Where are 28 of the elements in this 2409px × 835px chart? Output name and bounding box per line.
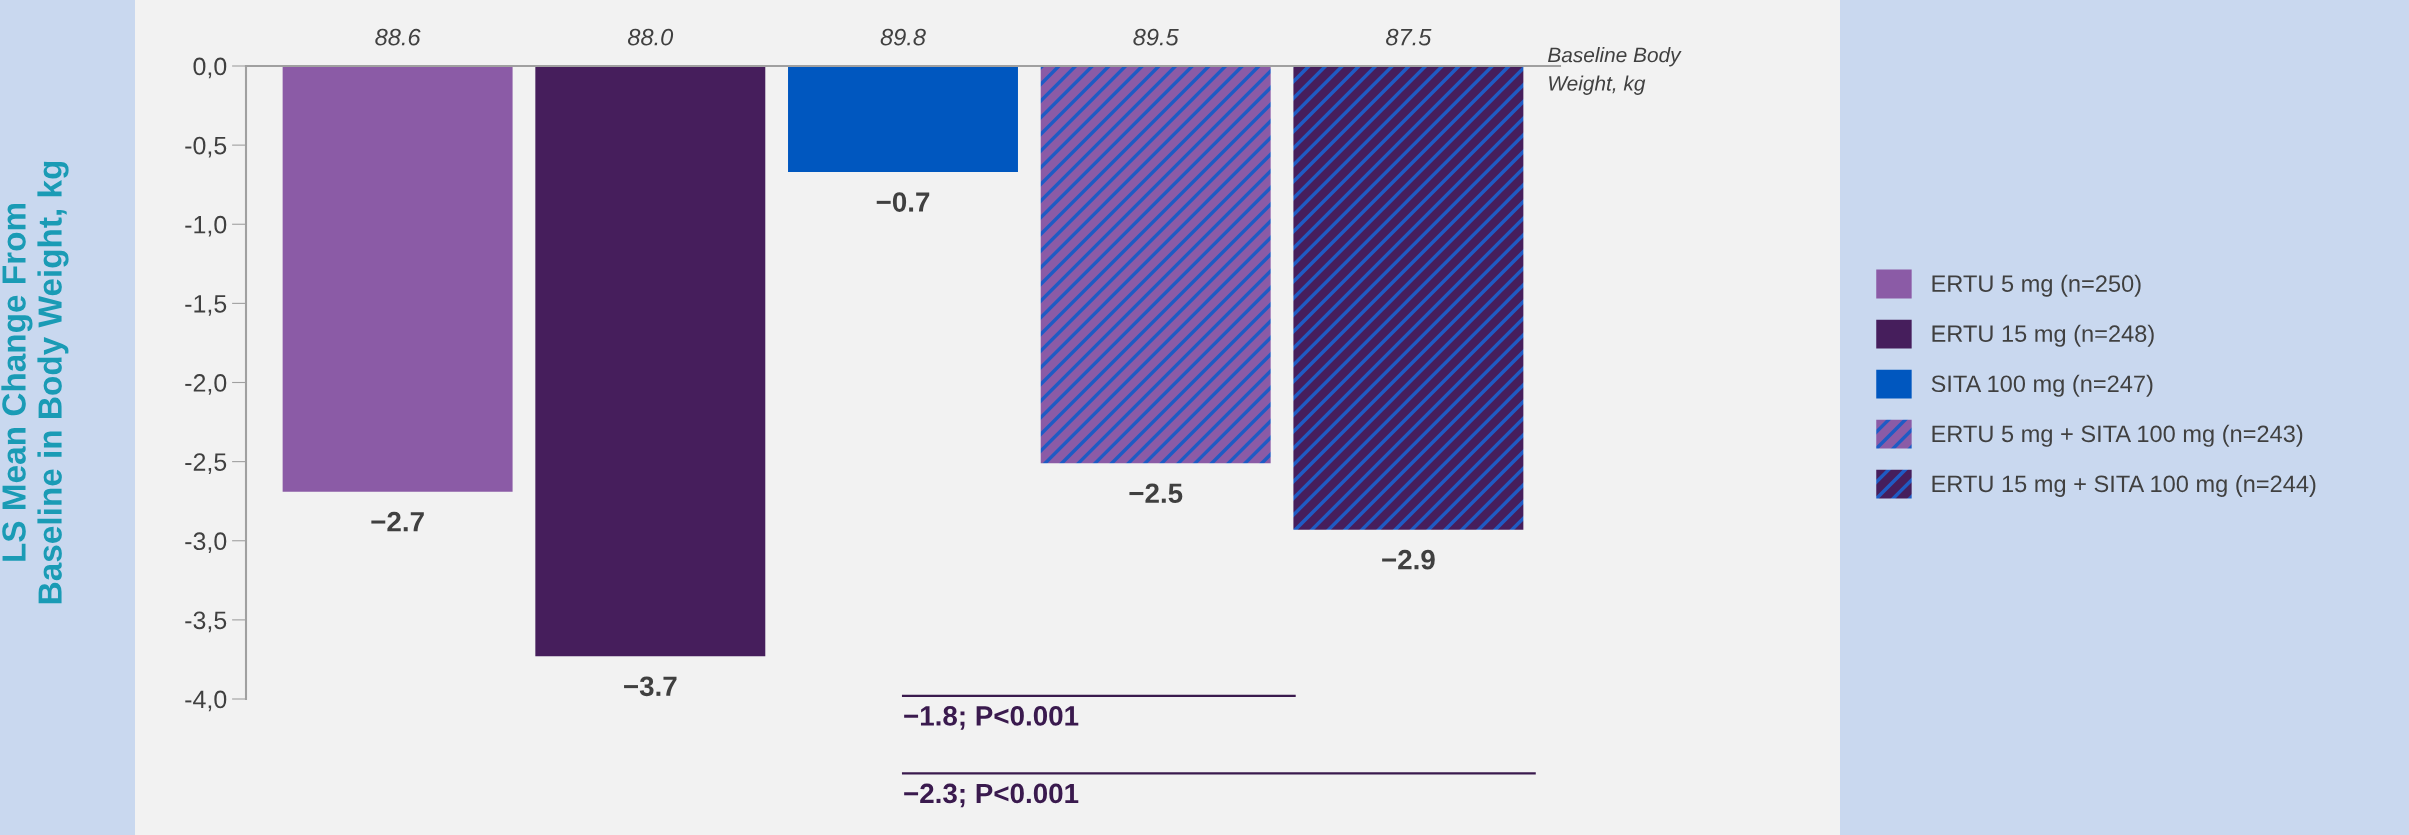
annotation: Baseline Body Weight, kg (1548, 47, 1682, 95)
data-label: −3.7 (624, 676, 677, 697)
legend-label: ERTU 15 mg + SITA 100 mg (n=244) (1932, 474, 2316, 497)
y-tick-label: -2,0 (185, 374, 227, 395)
text: 89.8 (880, 28, 926, 46)
text: −2.3; P<0.001 (904, 783, 1079, 808)
data-label: −2.7 (371, 511, 424, 532)
y-tick-label: -0,5 (185, 136, 227, 158)
text: 88.0 (627, 28, 674, 46)
y-tick-label: -1,0 (185, 215, 227, 237)
legend-label: ERTU 5 mg (n=250) (1932, 274, 2141, 297)
y-tick-label: -1,5 (185, 295, 227, 316)
y-axis-title: LS Mean Change From Baseline in Body Weight, kg (1, 161, 69, 604)
y-tick-label: -3,0 (185, 532, 227, 554)
y-tick-label: 0,0 (193, 57, 227, 79)
text: 88.6 (375, 28, 421, 46)
text: −1.8; P<0.001 (904, 706, 1079, 730)
text: 87.5 (1386, 28, 1432, 46)
legend-label: ERTU 15 mg (n=248) (1932, 324, 2154, 347)
y-tick-label: -4,0 (185, 690, 227, 712)
text: 89.5 (1133, 28, 1179, 46)
legend-label: SITA 100 mg (n=247) (1931, 374, 2153, 397)
y-tick-label: -2,5 (185, 453, 227, 474)
data-label: −2.5 (1129, 483, 1183, 504)
y-tick-label: -3,5 (185, 611, 227, 633)
legend-label: ERTU 5 mg + SITA 100 mg (n=243) (1932, 424, 2303, 447)
data-label: −0.7 (876, 192, 930, 212)
data-label: −2.9 (1382, 549, 1435, 570)
